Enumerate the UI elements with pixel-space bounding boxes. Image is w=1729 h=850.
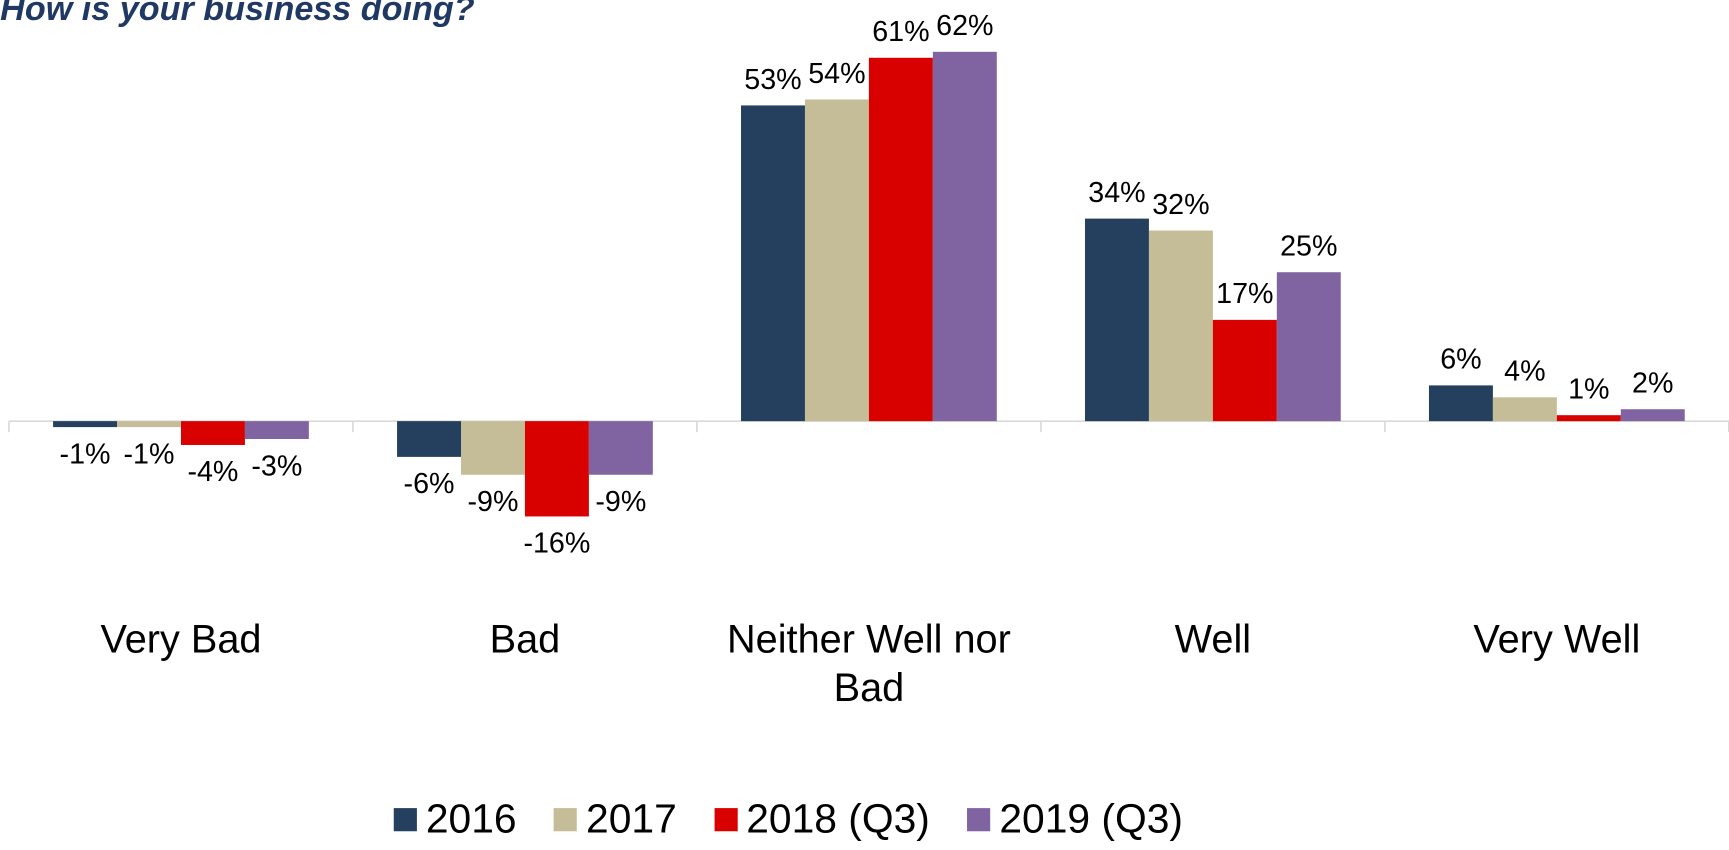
data-label: -6%: [404, 468, 455, 500]
data-label: 1%: [1568, 374, 1609, 406]
data-label: 61%: [872, 16, 929, 48]
bar: [741, 105, 805, 422]
legend-item: 2017: [554, 796, 677, 842]
bar: [1148, 230, 1213, 422]
data-label: 6%: [1440, 344, 1481, 376]
data-label: -1%: [124, 438, 175, 470]
bar: [1084, 218, 1149, 422]
bar: [244, 421, 309, 440]
bar: [1492, 397, 1557, 422]
data-label: -9%: [467, 486, 518, 518]
bar: [588, 421, 653, 475]
data-label: -4%: [187, 456, 238, 488]
data-label: 32%: [1152, 189, 1209, 221]
data-label: 54%: [808, 58, 865, 90]
legend-label: 2018 (Q3): [746, 795, 930, 842]
legend-label: 2016: [425, 795, 517, 842]
bar: [804, 99, 869, 422]
category-label-box: Neither Well nor Bad: [727, 616, 1011, 710]
x-tick-label: Very Bad: [100, 616, 262, 662]
bar: [1556, 415, 1621, 422]
bar: [1212, 319, 1277, 422]
data-label: 34%: [1088, 177, 1145, 209]
bar: [53, 421, 118, 428]
legend-item: 2018 (Q3): [714, 796, 930, 842]
data-label: -3%: [251, 450, 302, 482]
category-label-box: Bad: [489, 616, 561, 662]
bar: [932, 51, 997, 422]
bar: [397, 421, 461, 457]
data-label: -9%: [595, 486, 646, 518]
bar: [868, 57, 933, 422]
legend-swatch: [967, 807, 991, 831]
legend-item: 2019 (Q3): [967, 796, 1183, 842]
bar: [180, 421, 245, 445]
bar: [1276, 272, 1341, 422]
legend-swatch: [554, 807, 578, 831]
data-label: 2%: [1632, 368, 1673, 400]
bar: [524, 421, 589, 517]
bar: [117, 421, 181, 428]
x-tick-label: Very Well: [1473, 616, 1641, 662]
legend-swatch: [714, 807, 738, 831]
data-label: 53%: [744, 64, 801, 96]
data-label: 17%: [1216, 278, 1273, 310]
chart-title: How is your business doing?: [0, 0, 475, 28]
x-tick-label: Bad: [489, 616, 561, 662]
legend-label: 2019 (Q3): [999, 795, 1184, 842]
x-tick-label: Well: [1174, 616, 1252, 662]
legend-item: 2016: [393, 795, 517, 842]
category-label-box: Very Well: [1473, 616, 1641, 662]
bar: [1620, 409, 1685, 422]
category-label-box: Well: [1174, 616, 1252, 662]
bar: [460, 421, 525, 475]
x-tick-label: Neither Well nor Bad: [727, 616, 1011, 710]
data-label: 62%: [936, 10, 993, 42]
legend-label: 2017: [586, 795, 677, 842]
legend-swatch: [393, 807, 418, 831]
legend-box: 2016 2017 2018 (Q3) 2019 (Q3): [0, 796, 1577, 842]
bar: [1428, 385, 1493, 422]
data-label: -16%: [523, 528, 590, 560]
data-label: -1%: [60, 438, 111, 470]
data-label: 4%: [1504, 356, 1545, 388]
data-label: 25%: [1280, 231, 1337, 263]
category-label-box: Very Bad: [100, 616, 262, 662]
legend: 2016 2017 2018 (Q3) 2019 (Q3): [0, 796, 1577, 842]
